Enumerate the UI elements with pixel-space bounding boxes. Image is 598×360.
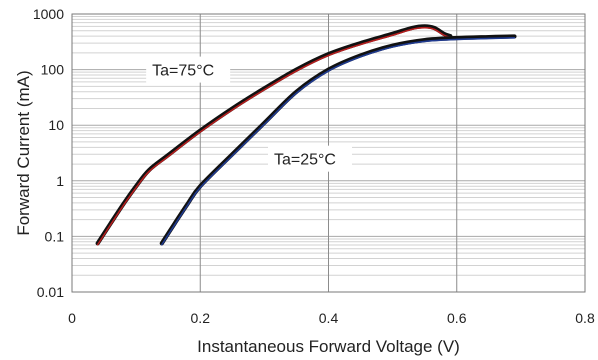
series-highlight-ta-25-c [160,37,516,246]
x-tick-label: 0.2 [191,310,211,326]
plot-frame [71,13,586,293]
annotation-layer: Ta=75°C Ta=25°C [146,56,352,172]
series-line-ta-75-c [95,24,453,246]
y-tick-label: 0.01 [37,284,64,300]
annotation-2: Ta=25°C [267,145,352,172]
y-tick-label: 0.1 [45,228,65,244]
x-axis-title: Instantaneous Forward Voltage (V) [197,337,460,356]
y-tick-label: 10 [48,117,64,133]
plot-frame-border [71,13,586,293]
series-highlight-ta-75-c [96,26,452,246]
annotation-label: Ta=75°C [152,63,214,80]
x-tick-label: 0.6 [447,310,467,326]
annotation-label: Ta=25°C [274,152,336,169]
annotation-box [146,56,231,83]
annotation-box [267,145,352,172]
y-axis-title: Forward Current (mA) [14,70,33,235]
y-tick-label: 1 [56,173,64,189]
annotation-1: Ta=75°C [146,56,231,83]
x-tick-label: 0 [68,310,76,326]
y-tick-label: 1000 [33,6,64,22]
y-tick-label: 100 [41,62,65,78]
x-tick-label: 0.4 [319,310,339,326]
series-layer [95,24,517,246]
tick-labels: 0.01 0.1 1 10 100 1000 0 0.2 0.4 0.6 0.8 [33,6,595,326]
x-tick-label: 0.8 [575,310,595,326]
